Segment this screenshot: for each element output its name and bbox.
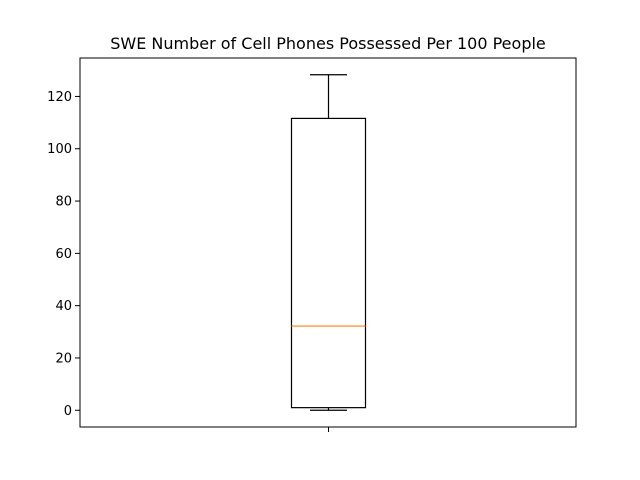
- axes-frame: [79, 57, 577, 428]
- y-tick-label: 60: [55, 247, 72, 262]
- y-axis: 0 20 40 60 80 100 120: [47, 90, 80, 419]
- box-plot-group: [290, 74, 367, 411]
- chart-title: SWE Number of Cell Phones Possessed Per …: [110, 34, 546, 53]
- y-tick-label: 0: [64, 404, 72, 419]
- y-tick-label: 20: [55, 351, 72, 366]
- y-tick-label: 120: [47, 90, 72, 105]
- y-tick-label: 80: [55, 195, 72, 210]
- y-tick-label: 40: [55, 299, 72, 314]
- iqr-box: [290, 117, 367, 409]
- y-tick-label: 100: [47, 142, 72, 157]
- box-plot-swe: [290, 74, 367, 411]
